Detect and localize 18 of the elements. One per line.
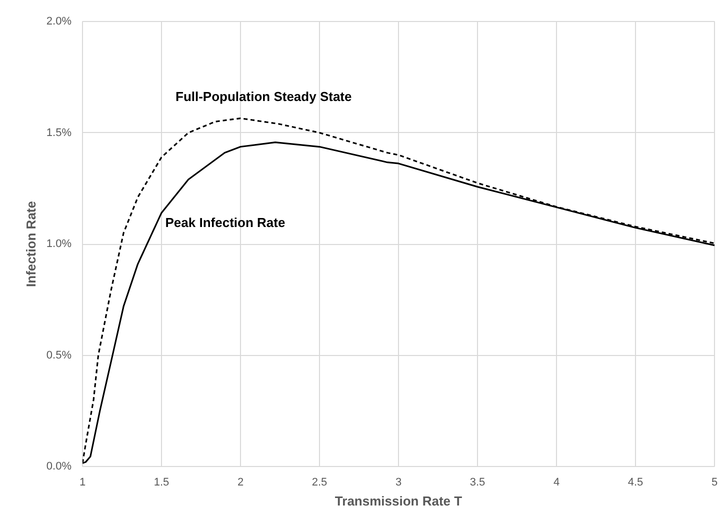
x-tick-label: 2 <box>237 476 244 488</box>
x-tick-label: 2.5 <box>312 476 328 488</box>
series-label: Peak Infection Rate <box>165 214 286 230</box>
y-tick-label: 1.0% <box>46 238 72 250</box>
x-tick-label: 1 <box>79 476 86 488</box>
x-tick-label: 5 <box>711 476 718 488</box>
x-tick-label: 1.5 <box>154 476 170 488</box>
y-axis-title: Infection Rate <box>23 201 38 287</box>
series-label: Full-Population Steady State <box>176 88 352 104</box>
x-tick-label: 3.5 <box>470 476 486 488</box>
x-tick-label: 4 <box>553 476 560 488</box>
x-tick-label: 3 <box>395 476 402 488</box>
y-tick-label: 0.5% <box>46 349 72 362</box>
y-tick-label: 2.0% <box>46 16 72 28</box>
y-tick-label: 1.5% <box>46 126 72 139</box>
x-axis-title: Transmission Rate T <box>334 494 462 508</box>
x-tick-label: 4.5 <box>628 476 644 488</box>
y-tick-label: 0.0% <box>46 460 72 472</box>
